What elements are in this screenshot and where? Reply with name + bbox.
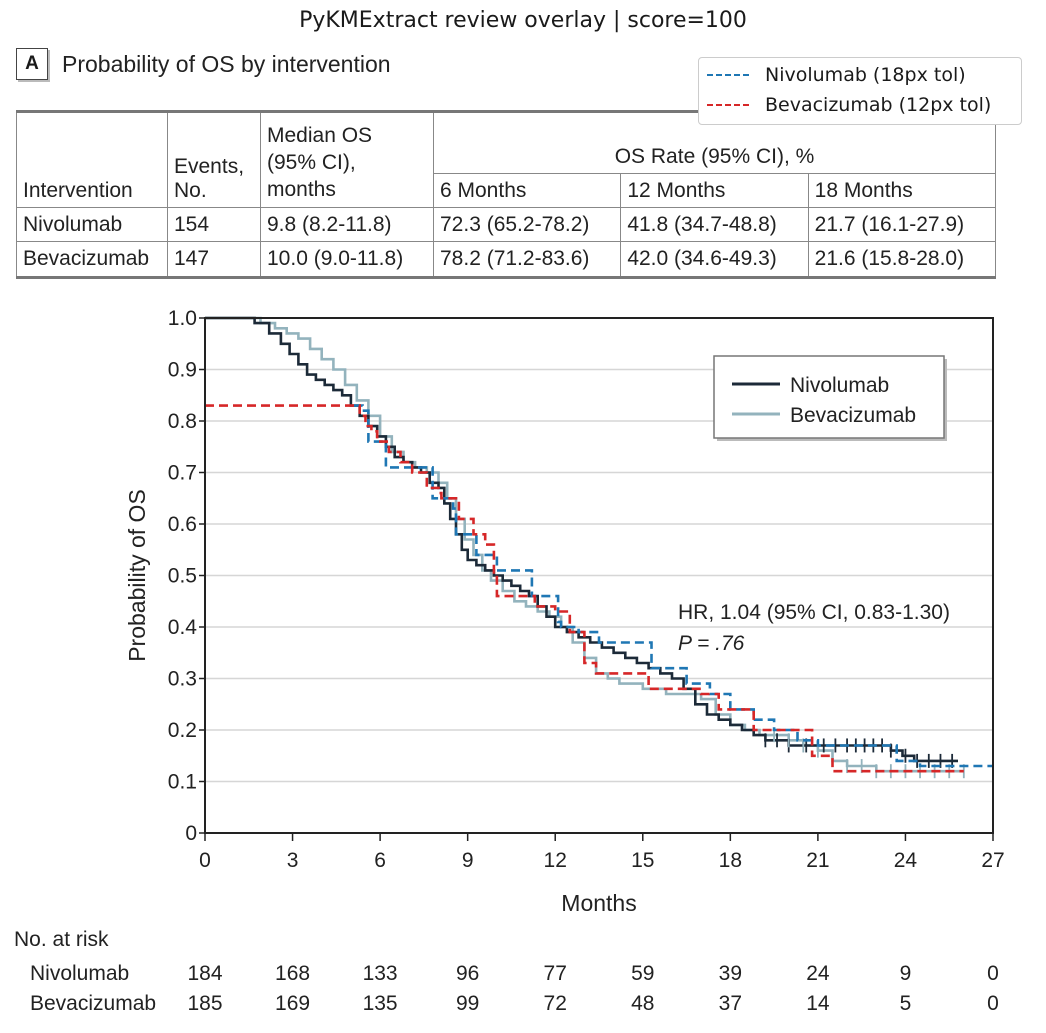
header-events-line2: No. <box>174 179 207 202</box>
row-events: 154 <box>167 207 261 242</box>
at-risk-value: 168 <box>275 962 310 985</box>
x-tick-label: 9 <box>462 849 474 872</box>
at-risk-value: 5 <box>900 992 912 1015</box>
y-axis-label: Probability of OS <box>124 489 150 662</box>
at-risk-value: 48 <box>631 992 654 1015</box>
overlay-legend-label: Nivolumab (18px tol) <box>765 64 966 86</box>
overlay-legend-entry: Nivolumab (18px tol) <box>707 64 966 86</box>
overlay-legend: Nivolumab (18px tol) Bevacizumab (12px t… <box>698 57 1022 125</box>
row-12-months: 42.0 (34.6-49.3) <box>620 241 809 278</box>
at-risk-value: 184 <box>187 962 222 985</box>
row-18-months: 21.6 (15.8-28.0) <box>807 241 997 278</box>
at-risk-value: 0 <box>987 992 999 1015</box>
at-risk-value: 99 <box>456 992 479 1015</box>
x-tick-label: 27 <box>981 849 1004 872</box>
y-tick-label: 0.8 <box>168 410 197 433</box>
at-risk-value: 135 <box>363 992 398 1015</box>
at-risk-value: 133 <box>363 962 398 985</box>
row-18-months: 21.7 (16.1-27.9) <box>807 207 997 242</box>
table-row: Nivolumab 154 9.8 (8.2-11.8) 72.3 (65.2-… <box>16 207 997 242</box>
header-events-line1: Events, <box>174 155 245 178</box>
x-tick-label: 18 <box>719 849 742 872</box>
row-median: 9.8 (8.2-11.8) <box>260 207 434 242</box>
overlay-title: PyKMExtract review overlay | score=100 <box>299 8 747 33</box>
y-tick-label: 0.3 <box>168 668 197 691</box>
x-tick-label: 6 <box>374 849 386 872</box>
header-events: Events, No. <box>167 111 261 208</box>
y-tick-label: 0.6 <box>168 513 197 536</box>
overlay-legend-entry: Bevacizumab (12px tol) <box>707 94 991 116</box>
at-risk-value: 14 <box>806 992 830 1015</box>
overlay-legend-swatch <box>707 104 749 106</box>
y-tick-label: 0.7 <box>168 462 197 485</box>
row-name: Bevacizumab <box>16 241 168 278</box>
at-risk-value: 24 <box>806 962 830 985</box>
header-median-line3: months <box>267 178 336 201</box>
at-risk-value: 185 <box>187 992 222 1015</box>
overlay-legend-swatch <box>707 74 749 76</box>
at-risk-value: 37 <box>719 992 742 1015</box>
y-tick-label: 0.2 <box>168 719 197 742</box>
panel-letter: A <box>16 48 48 80</box>
y-tick-label: 0 <box>185 822 197 845</box>
overlay-legend-label: Bevacizumab (12px tol) <box>765 94 992 116</box>
row-name: Nivolumab <box>16 207 168 242</box>
header-18-months: 18 Months <box>807 173 997 208</box>
at-risk-value: 77 <box>544 962 567 985</box>
os-summary-table: Intervention Events, No. Median OS (95% … <box>16 110 997 278</box>
y-tick-label: 0.4 <box>168 616 198 639</box>
y-tick-label: 0.9 <box>168 359 197 382</box>
x-axis-label: Months <box>561 890 636 916</box>
row-12-months: 41.8 (34.7-48.8) <box>620 207 809 242</box>
p-value-annotation: P = .76 <box>678 632 745 655</box>
series-line-nivolumab <box>205 316 958 763</box>
y-tick-label: 0.5 <box>168 565 197 588</box>
at-risk-value: 96 <box>456 962 479 985</box>
at-risk-value: 39 <box>719 962 742 985</box>
row-6-months: 78.2 (71.2-83.6) <box>432 241 622 278</box>
x-tick-label: 24 <box>894 849 918 872</box>
hr-annotation: HR, 1.04 (95% CI, 0.83-1.30) <box>678 601 950 624</box>
panel-header: A Probability of OS by intervention <box>16 48 391 80</box>
y-tick-label: 1.0 <box>168 307 197 330</box>
at-risk-row-label: Bevacizumab <box>30 992 156 1015</box>
at-risk-value: 9 <box>900 962 912 985</box>
panel-title: Probability of OS by intervention <box>62 50 391 77</box>
at-risk-value: 169 <box>275 992 310 1015</box>
overlay-line <box>353 404 993 768</box>
chart-legend <box>713 355 945 439</box>
plot-frame <box>204 317 994 834</box>
at-risk-value: 0 <box>987 962 999 985</box>
at-risk-value: 59 <box>631 962 654 985</box>
x-tick-label: 21 <box>806 849 829 872</box>
row-median: 10.0 (9.0-11.8) <box>260 241 434 278</box>
y-tick-label: 0.1 <box>168 771 197 794</box>
x-tick-label: 15 <box>631 849 654 872</box>
x-tick-label: 0 <box>199 849 211 872</box>
header-median-line1: Median OS <box>267 124 373 147</box>
header-median-line2: (95% CI), <box>267 151 356 174</box>
legend-label: Bevacizumab <box>790 404 916 427</box>
x-tick-label: 3 <box>287 849 299 872</box>
header-median: Median OS (95% CI), months <box>260 111 434 208</box>
row-events: 147 <box>167 241 261 278</box>
at-risk-label: No. at risk <box>14 928 109 951</box>
at-risk-value: 72 <box>544 992 567 1015</box>
at-risk-row-label: Nivolumab <box>30 962 129 985</box>
row-6-months: 72.3 (65.2-78.2) <box>432 207 622 242</box>
table-row: Bevacizumab 147 10.0 (9.0-11.8) 78.2 (71… <box>16 241 997 278</box>
overlay-line <box>205 404 964 773</box>
x-tick-label: 12 <box>544 849 567 872</box>
legend-label: Nivolumab <box>790 374 889 397</box>
